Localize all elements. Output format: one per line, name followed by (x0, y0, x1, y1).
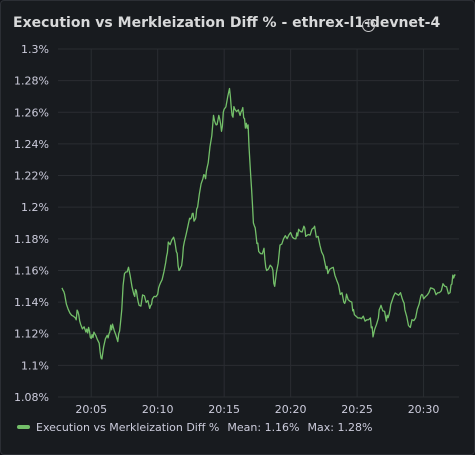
legend-max: Max: 1.28% (307, 420, 373, 434)
panel-title[interactable]: Execution vs Merkleization Diff % - ethr… (13, 15, 441, 31)
y-tick-label: 1.08% (14, 391, 49, 404)
y-tick-label: 1.22% (14, 170, 49, 183)
legend[interactable]: Execution vs Merkleization Diff % Mean: … (17, 419, 372, 435)
series-line[interactable] (61, 87, 456, 360)
grid (58, 48, 459, 398)
x-tick-label: 20:15 (208, 403, 240, 416)
y-tick-label: 1.28% (14, 75, 49, 88)
legend-swatch (17, 425, 30, 429)
x-axis: 20:05 20:10 20:15 20:20 20:25 20:30 (75, 403, 439, 416)
x-tick-label: 20:20 (275, 403, 307, 416)
y-tick-label: 1.24% (14, 138, 49, 151)
x-tick-label: 20:05 (75, 403, 107, 416)
y-tick-label: 1.16% (14, 264, 49, 277)
y-tick-label: 1.12% (14, 328, 49, 341)
y-tick-label: 1.14% (14, 296, 49, 309)
y-tick-label: 1.18% (14, 233, 49, 246)
legend-series-name: Execution vs Merkleization Diff % (36, 420, 220, 434)
legend-mean: Mean: 1.16% (227, 420, 300, 434)
y-tick-label: 1.3% (21, 43, 49, 56)
y-axis: 1.08% 1.1% 1.12% 1.14% 1.16% 1.18% 1.2% 1.22% 1.… (14, 43, 49, 404)
info-circle-icon[interactable]: i (362, 19, 375, 32)
x-tick-label: 20:10 (142, 403, 174, 416)
series-layer (61, 87, 456, 360)
x-tick-label: 20:25 (341, 403, 373, 416)
y-tick-label: 1.2% (21, 201, 49, 214)
x-tick-label: 20:30 (408, 403, 440, 416)
y-tick-label: 1.1% (21, 359, 49, 372)
y-tick-label: 1.26% (14, 106, 49, 119)
